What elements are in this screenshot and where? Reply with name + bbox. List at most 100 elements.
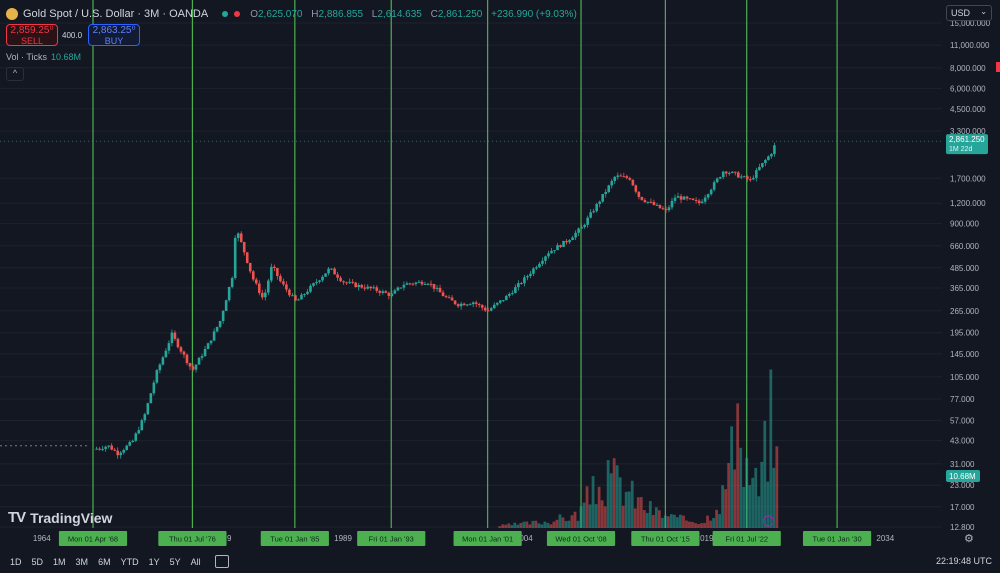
candle-body [676,196,680,198]
buy-button[interactable]: 2,863.25⁰ BUY [88,24,141,46]
candle-body [197,357,201,365]
volume-bar [660,517,664,528]
volume-bar [733,469,737,528]
candle-body [667,207,671,211]
timeframe-6m[interactable]: 6M [98,556,111,567]
collapse-chevron-icon[interactable]: ^ [6,67,24,81]
candle-body [294,295,297,301]
candle-body [435,287,439,289]
volume-bar [745,457,749,528]
candle-body [673,197,677,201]
timeframe-3m[interactable]: 3M [75,556,89,567]
candle-body [161,357,165,365]
date-label-text: Wed 01 Oct '08 [555,535,606,544]
date-label-box [260,531,329,546]
candle-body [300,294,303,300]
low-value: 2,614.635 [377,8,422,20]
candle-body [637,191,641,197]
price-tick-label: 145.000 [950,350,979,359]
candle-body [173,332,177,339]
candle-body [721,171,725,178]
volume-bar [579,506,583,528]
volume-bar [718,514,721,528]
candle-body [471,302,475,305]
timeframe-ytd[interactable]: YTD [120,556,139,567]
volume-bar [751,477,755,528]
volume-bar [775,446,779,528]
candle-body [697,200,701,204]
price-tick-label: 8,000.000 [950,64,986,73]
candlesticks [95,142,776,459]
candle-body [137,430,141,434]
volume-bar [642,510,646,528]
volume-bar [507,523,511,528]
candle-body [119,452,123,456]
date-label-text: Fri 01 Jul '22 [725,535,768,544]
candle-body [703,197,707,202]
event-marker-icon [762,515,774,527]
candle-body [417,281,421,283]
volume-bar [519,522,523,528]
candle-body [459,303,463,307]
volume-bar [688,521,691,528]
sell-button[interactable]: 2,859.25⁰ SELL [6,24,58,46]
candle-body [158,364,162,371]
candle-body [321,276,324,281]
candle-body [755,170,758,178]
candle-body [438,287,442,293]
candle-body [604,192,608,194]
timeframe-5d[interactable]: 5D [31,556,44,567]
date-label-box [631,531,700,546]
spread-value: 400.0 [62,30,83,40]
candle-body [544,256,547,261]
timeframe-1y[interactable]: 1Y [148,556,160,567]
candle-body [285,284,288,290]
timeframe-1d[interactable]: 1D [10,556,22,567]
volume-bar [700,523,703,528]
volume-bar [531,520,535,528]
date-label-box [546,531,616,546]
candle-body [264,292,267,298]
volume-bar [754,467,758,528]
date-label-text: Mon 01 Jan '01 [462,535,513,544]
candle-body [691,198,695,201]
last-price-countdown: 1M 22d [949,146,972,153]
utc-clock[interactable]: 22:19:48 UTC [935,556,992,566]
volume-bar [504,524,508,528]
candle-body [447,297,451,299]
candle-body [257,283,261,293]
candle-body [758,167,761,171]
timeframe-1m[interactable]: 1M [53,556,66,567]
candle-body [411,283,415,285]
timeframe-5y[interactable]: 5Y [169,556,181,567]
buy-label: BUY [104,36,124,46]
candle-body [432,283,436,289]
gear-icon[interactable]: ⚙ [964,533,974,545]
candle-body [486,310,490,312]
volume-bar [724,489,728,528]
candle-body [209,340,213,344]
price-tick-label: 105.000 [950,373,979,382]
candle-body [616,175,620,177]
volume-legend[interactable]: Vol · Ticks 10.68M [6,52,81,62]
symbol-title[interactable]: Gold Spot / U.S. Dollar · 3M · OANDA [23,8,209,20]
candle-body [670,200,674,208]
volume-bar [627,491,631,528]
volume-bar [712,518,715,528]
candle-body [324,273,327,277]
candle-body [236,233,240,238]
candle-body [291,295,294,297]
candle-body [98,448,101,450]
currency-select[interactable]: USD ⌄ [946,5,992,21]
calendar-icon[interactable] [214,555,229,568]
volume-bar [561,517,565,528]
candle-body [131,440,135,443]
candle-body [739,176,743,178]
candle-body [227,286,231,301]
candle-body [640,196,644,201]
volume-bar [676,517,679,528]
volume-bar [552,521,556,528]
tradingview-logo[interactable]: TV TradingView [8,509,112,526]
timeframe-all[interactable]: All [190,556,201,567]
